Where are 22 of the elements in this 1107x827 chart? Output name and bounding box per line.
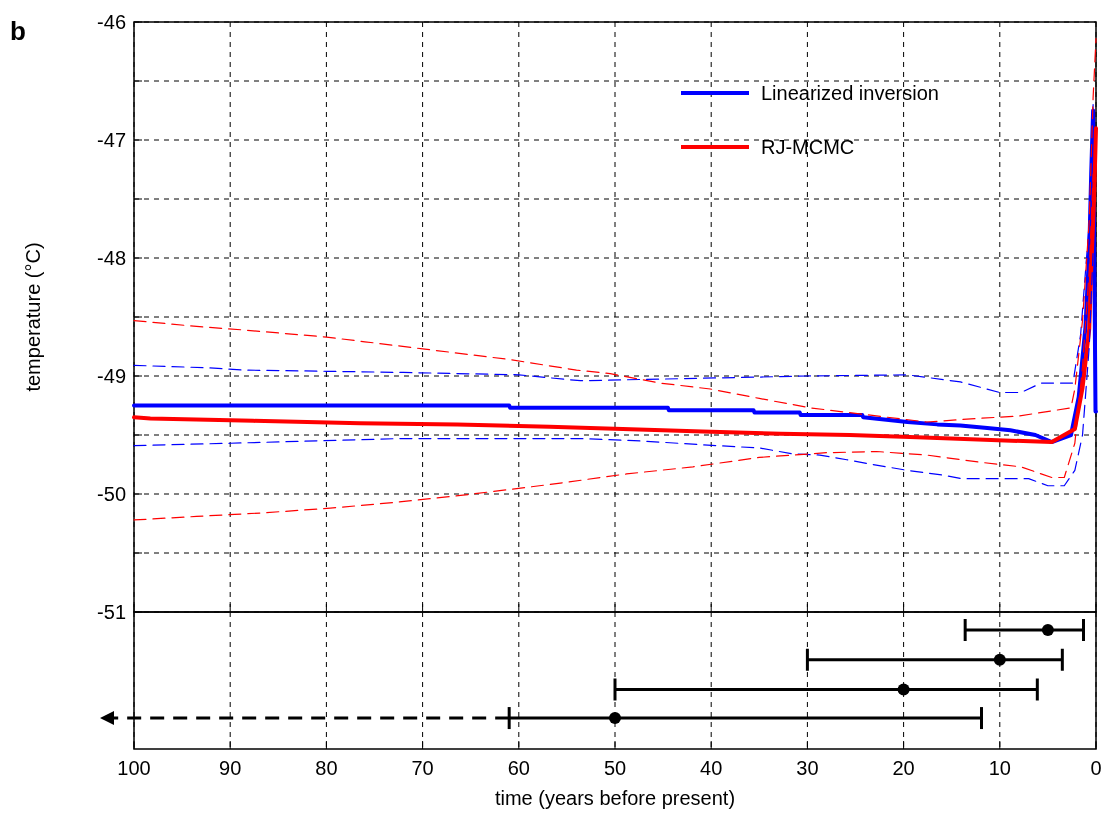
y-tick-label: -47 — [97, 129, 126, 151]
x-tick-label: 10 — [988, 757, 1011, 779]
x-tick-label: 0 — [1090, 757, 1102, 779]
x-tick-label: 70 — [411, 757, 434, 779]
y-tick-label: -51 — [97, 601, 126, 623]
x-tick-label: 80 — [315, 757, 338, 779]
x-tick-label: 50 — [603, 757, 627, 779]
y-tick-label: -50 — [97, 483, 126, 505]
x-tick-label: 40 — [700, 757, 723, 779]
x-tick-label: 30 — [796, 757, 819, 779]
text: b — [10, 16, 26, 46]
x-tick-label: 100 — [117, 757, 151, 779]
x-tick-label: 90 — [219, 757, 242, 779]
y-tick-label: -46 — [97, 11, 126, 33]
y-tick-label: -49 — [97, 365, 126, 387]
y-axis-title: temperature (°C) — [22, 242, 44, 392]
y-tick-label: -48 — [97, 247, 126, 269]
x-axis-title: time (years before present) — [494, 787, 736, 809]
legend-label: RJ-MCMC — [761, 136, 855, 158]
x-tick-label: 20 — [892, 757, 915, 779]
legend-label: Linearized inversion — [761, 82, 939, 104]
x-tick-label: 60 — [507, 757, 530, 779]
